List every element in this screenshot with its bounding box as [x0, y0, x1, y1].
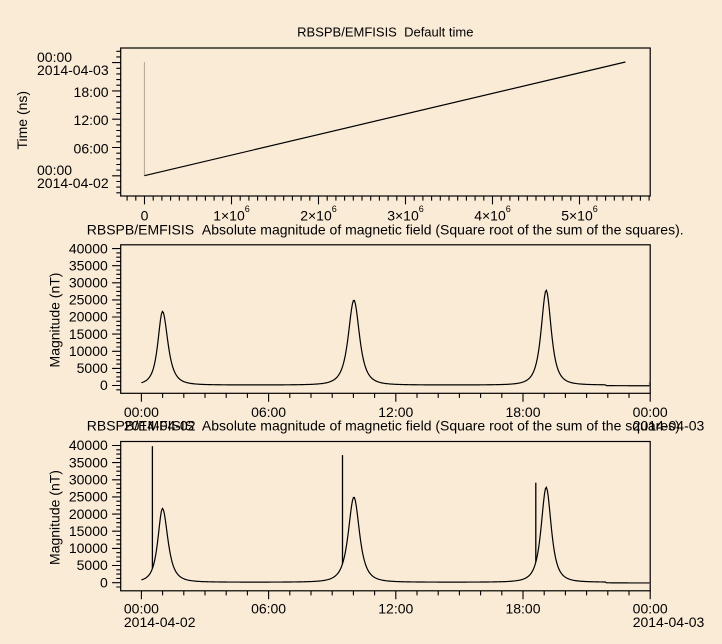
svg-text:18:00: 18:00: [74, 84, 109, 100]
svg-text:4×106: 4×106: [474, 204, 511, 223]
svg-text:30000: 30000: [69, 472, 108, 488]
svg-text:00:00: 00:00: [124, 600, 159, 616]
svg-text:20000: 20000: [69, 309, 108, 325]
svg-text:Magnitude (nT): Magnitude (nT): [46, 470, 62, 565]
svg-text:06:00: 06:00: [251, 600, 286, 616]
svg-text:0: 0: [100, 377, 108, 393]
svg-text:2014-04-02: 2014-04-02: [124, 418, 196, 434]
svg-text:2014-04-03: 2014-04-03: [633, 614, 705, 630]
svg-text:00:00: 00:00: [37, 162, 72, 178]
svg-text:15000: 15000: [69, 523, 108, 539]
svg-text:25000: 25000: [69, 489, 108, 505]
svg-text:Time (ns): Time (ns): [14, 91, 30, 150]
svg-text:2×106: 2×106: [300, 204, 337, 223]
svg-text:5000: 5000: [77, 557, 108, 573]
svg-text:2014-04-02: 2014-04-02: [37, 175, 109, 191]
svg-text:0: 0: [141, 207, 149, 223]
svg-text:3×106: 3×106: [387, 204, 424, 223]
svg-text:2014-04-02: 2014-04-02: [124, 614, 196, 630]
svg-text:0: 0: [100, 574, 108, 590]
svg-text:12:00: 12:00: [378, 404, 413, 420]
svg-text:2014-04-03: 2014-04-03: [633, 418, 705, 434]
svg-text:12:00: 12:00: [378, 600, 413, 616]
svg-text:RBSPB/EMFISIS Absolute magnit: RBSPB/EMFISIS Absolute magnitude of magn…: [87, 221, 684, 237]
svg-text:5×106: 5×106: [561, 204, 598, 223]
svg-text:25000: 25000: [69, 292, 108, 308]
svg-text:40000: 40000: [69, 240, 108, 256]
svg-text:40000: 40000: [69, 437, 108, 453]
svg-text:00:00: 00:00: [633, 404, 668, 420]
svg-text:10000: 10000: [69, 540, 108, 556]
svg-text:35000: 35000: [69, 257, 108, 273]
svg-text:00:00: 00:00: [124, 404, 159, 420]
svg-text:Magnitude (nT): Magnitude (nT): [46, 273, 62, 368]
svg-text:5000: 5000: [77, 360, 108, 376]
svg-text:12:00: 12:00: [74, 112, 109, 128]
svg-text:1×106: 1×106: [213, 204, 250, 223]
svg-text:06:00: 06:00: [251, 404, 286, 420]
svg-text:10000: 10000: [69, 343, 108, 359]
svg-text:18:00: 18:00: [505, 404, 540, 420]
svg-text:06:00: 06:00: [74, 141, 109, 157]
svg-text:2014-04-03: 2014-04-03: [37, 62, 109, 78]
svg-text:RBSPB/EMFISIS Absolute magnit: RBSPB/EMFISIS Absolute magnitude of magn…: [87, 418, 684, 434]
svg-text:15000: 15000: [69, 326, 108, 342]
svg-text:00:00: 00:00: [633, 600, 668, 616]
svg-text:35000: 35000: [69, 454, 108, 470]
svg-text:20000: 20000: [69, 506, 108, 522]
svg-text:00:00: 00:00: [37, 49, 72, 65]
svg-text:18:00: 18:00: [505, 600, 540, 616]
svg-text:30000: 30000: [69, 275, 108, 291]
svg-text:RBSPB/EMFISIS Default time: RBSPB/EMFISIS Default time: [297, 25, 473, 40]
